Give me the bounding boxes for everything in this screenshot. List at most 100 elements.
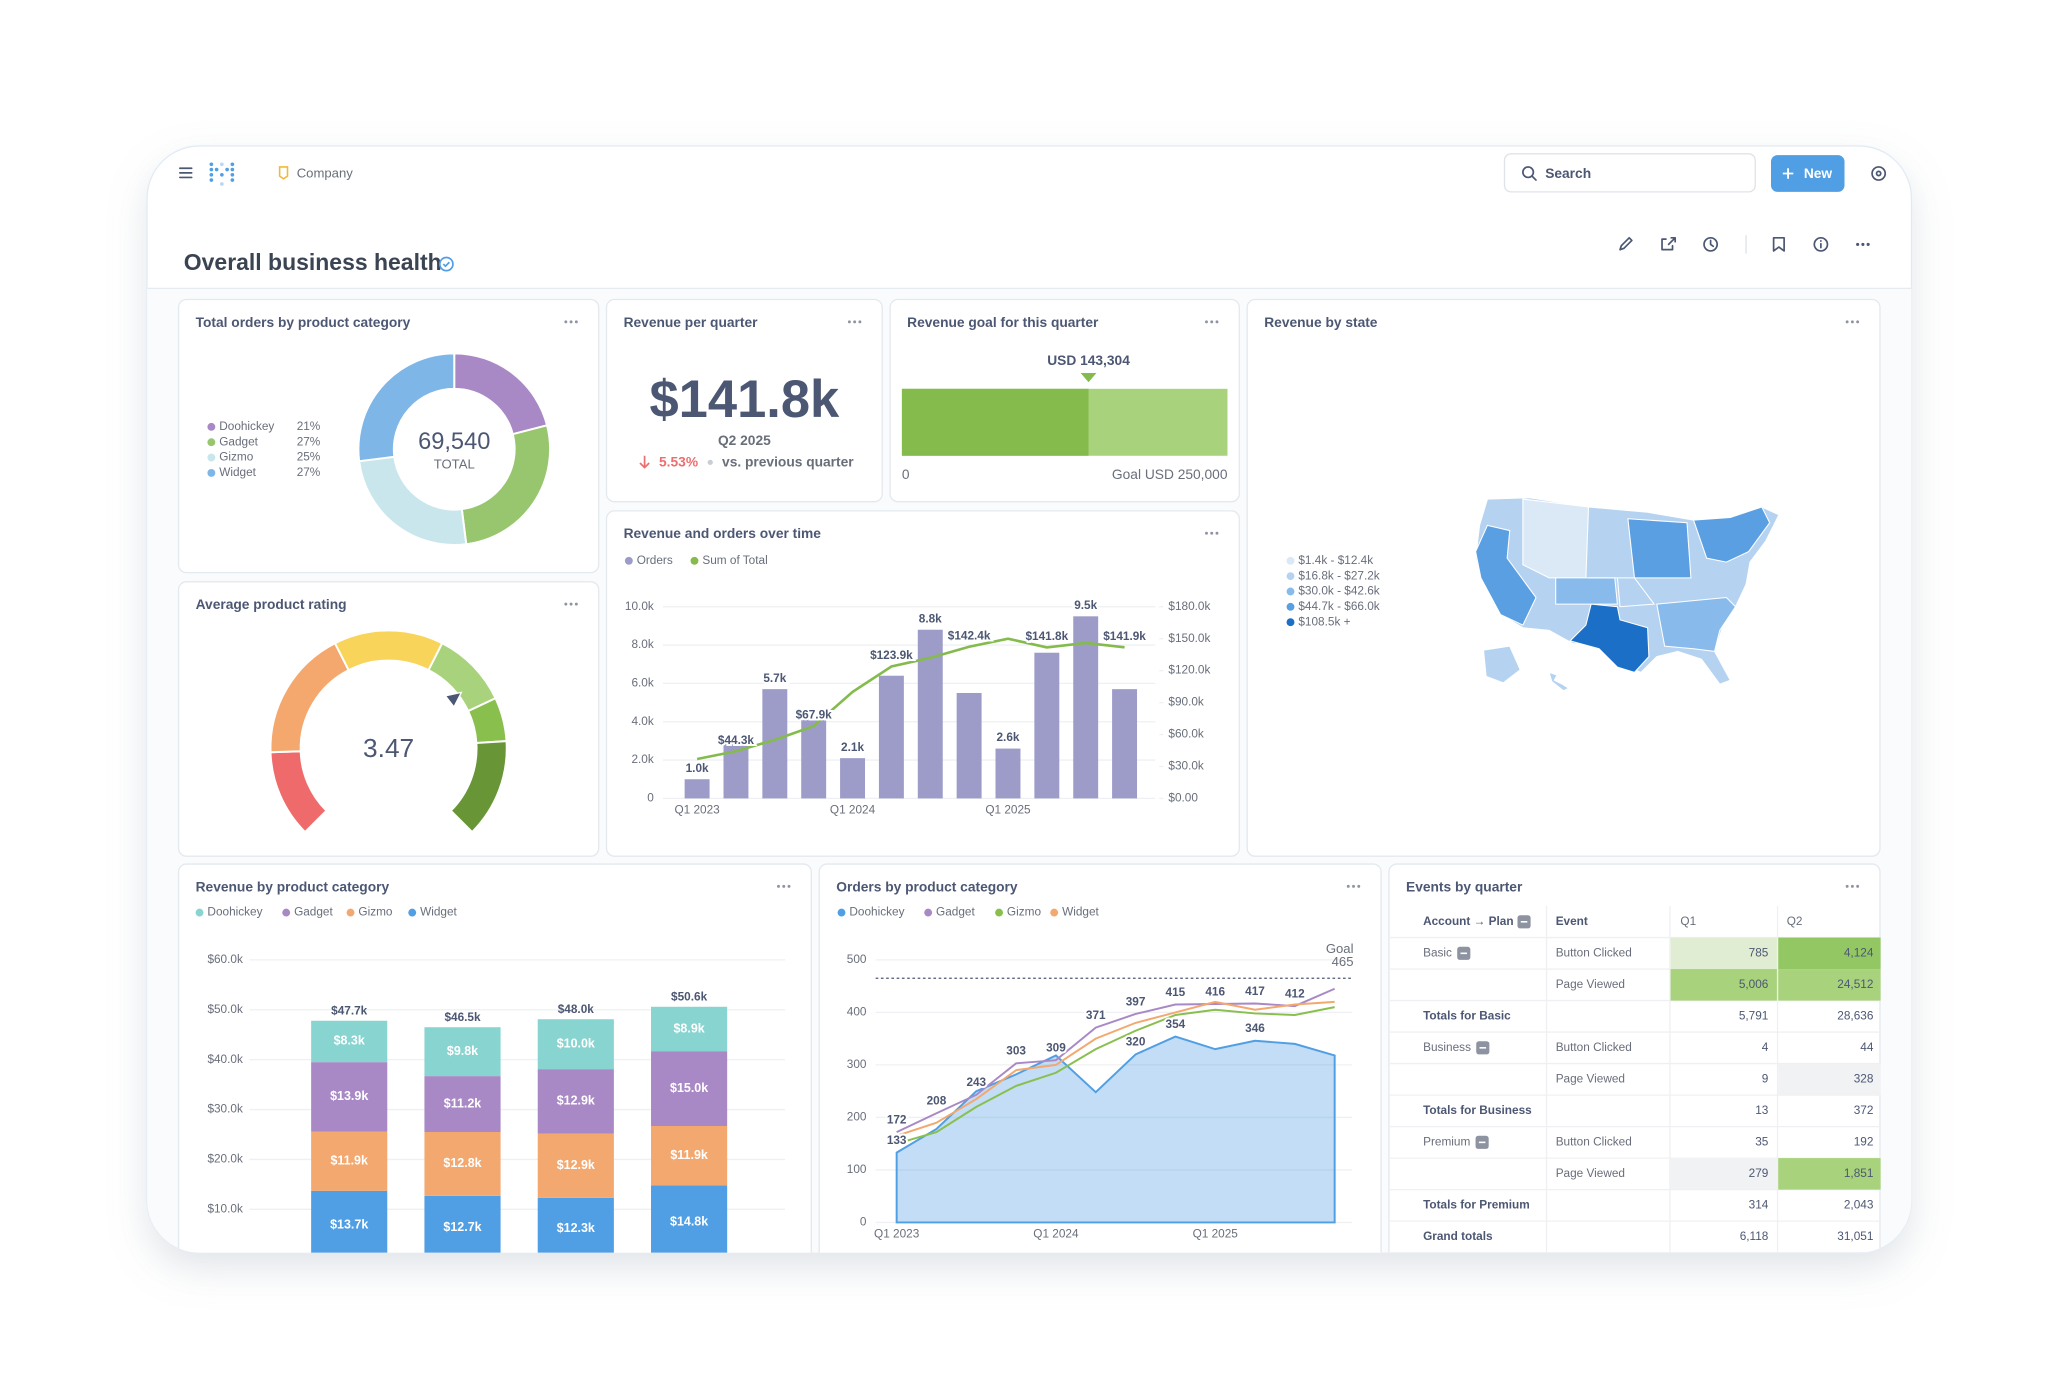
card-menu[interactable] (1845, 884, 1860, 888)
data-label: 9.5k (1074, 598, 1097, 612)
menu-dot (787, 884, 791, 888)
q1-cell: 13 (1755, 1103, 1769, 1117)
data-label: $123.9k (870, 648, 913, 662)
collapse-button[interactable] (1476, 1041, 1490, 1055)
workspace-icon (278, 166, 289, 180)
legend-label: Gadget (294, 905, 333, 919)
q1-cell: 35 (1755, 1134, 1769, 1148)
clock-icon (1703, 236, 1719, 252)
share-button[interactable] (1661, 236, 1677, 251)
info-button[interactable] (1813, 236, 1829, 252)
progress-pointer (1080, 373, 1097, 383)
share-icon (1661, 236, 1677, 251)
data-label: 133 (887, 1133, 907, 1147)
menu-dot (1346, 884, 1350, 888)
q2-cell: 2,043 (1844, 1197, 1874, 1211)
workspace-name: Company (297, 166, 354, 181)
menu-dot (574, 602, 578, 606)
area (895, 1035, 1336, 1224)
settings-button[interactable] (1871, 166, 1887, 181)
segment-label: $12.9k (557, 1158, 595, 1172)
menu-dot (1357, 884, 1361, 888)
bar (995, 748, 1021, 799)
menu-dot (1215, 320, 1219, 324)
menu-dot (1856, 884, 1860, 888)
legend-dot (1286, 602, 1295, 611)
legend-label: Sum of Total (702, 553, 767, 567)
edit-button[interactable] (1619, 236, 1633, 251)
y-tick-label: $30.0k (207, 1102, 243, 1116)
card-menu[interactable] (1205, 531, 1219, 535)
goal-label: Goal (1326, 941, 1354, 956)
bookmark-button[interactable] (1772, 236, 1785, 252)
cell-highlight (1778, 969, 1881, 1001)
y-tick-label: $50.0k (207, 1002, 243, 1016)
menu-dot (1215, 531, 1219, 535)
legend-label: Gizmo (219, 450, 254, 464)
bar-segment (651, 1051, 728, 1127)
menu-dot (1845, 884, 1849, 888)
logo-dot (230, 162, 235, 167)
q1-cell: 279 (1749, 1166, 1769, 1180)
segment-label: $13.7k (330, 1217, 368, 1231)
state-region (1588, 577, 1656, 608)
menu-dot (574, 320, 578, 324)
legend-label: Doohickey (849, 905, 904, 919)
card-menu[interactable] (564, 602, 578, 606)
y2-tick-label: $150.0k (1168, 631, 1210, 645)
total-label: $46.5k (444, 1010, 481, 1024)
menu-dot (777, 884, 780, 888)
donut-caption: TOTAL (434, 456, 475, 471)
bar-segment (651, 1126, 728, 1186)
card-menu[interactable] (1205, 320, 1219, 324)
card-menu[interactable] (1346, 884, 1361, 888)
logo-dot (209, 162, 214, 167)
card-title: Revenue per quarter (624, 315, 759, 330)
menu-button[interactable] (179, 167, 193, 179)
gauge-pointer (444, 691, 463, 709)
collapse-button[interactable] (1517, 915, 1531, 929)
y2-tick-label: $30.0k (1168, 759, 1204, 773)
q2-cell: 328 (1854, 1071, 1874, 1085)
data-label: 371 (1086, 1008, 1106, 1022)
legend-dot (207, 438, 216, 447)
card-menu[interactable] (777, 884, 791, 888)
card-menu[interactable] (564, 320, 578, 324)
q2-cell: 28,636 (1837, 1008, 1874, 1022)
y-tick-label: 4.0k (631, 714, 653, 728)
card-menu[interactable] (1845, 320, 1860, 324)
y-tick-label: 8.0k (631, 637, 653, 651)
scalar-change: 5.53% (659, 455, 698, 470)
verified-badge (438, 256, 454, 272)
search-box[interactable]: Search (1503, 153, 1756, 193)
y-tick-label: $60.0k (207, 952, 243, 966)
new-button[interactable]: New (1770, 155, 1845, 192)
menu-dot (1850, 320, 1854, 324)
dashboard-cards: Total orders by product category Doohicke… (177, 298, 1881, 1253)
event-label: Page Viewed (1556, 977, 1625, 991)
bar (684, 779, 710, 799)
history-button[interactable] (1703, 236, 1719, 252)
x-tick-label: Q1 2024 (1033, 1226, 1079, 1240)
x-tick-label: Q1 2023 (674, 802, 720, 816)
gear-icon (1871, 166, 1887, 181)
card-menu[interactable] (847, 320, 862, 324)
logo-dot (230, 172, 235, 177)
workspace-link[interactable]: Company (278, 166, 354, 181)
collapse-button[interactable] (1475, 1135, 1489, 1149)
menu-dot (782, 884, 786, 888)
menu-dot (1205, 531, 1208, 535)
badge-circle (438, 256, 454, 272)
menu-dot (564, 320, 568, 324)
collapse-button[interactable] (1457, 946, 1471, 960)
logo-dot (220, 172, 224, 177)
more-button[interactable] (1856, 242, 1870, 246)
total-label: Grand totals (1423, 1229, 1493, 1243)
logo[interactable] (209, 162, 235, 186)
app-window: Company Search New Overall business heal… (147, 153, 1912, 1253)
more-dot (1861, 242, 1865, 246)
bar (878, 675, 904, 799)
data-label: 397 (1126, 994, 1146, 1008)
y-tick-label: 2.0k (631, 752, 653, 766)
y-tick-label: $40.0k (207, 1052, 243, 1066)
